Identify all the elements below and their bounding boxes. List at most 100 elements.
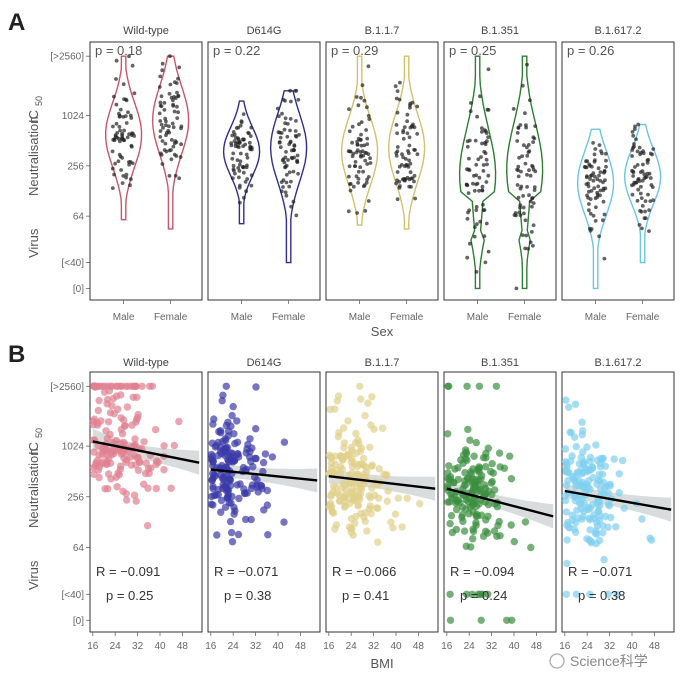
data-point [531, 165, 535, 169]
data-point [104, 470, 113, 478]
data-point [294, 213, 299, 218]
data-point [142, 459, 150, 467]
data-point [207, 492, 216, 501]
data-point [127, 162, 131, 167]
data-point [593, 480, 601, 488]
x-axis-title-bmi: BMI [370, 656, 393, 671]
data-point [283, 121, 287, 126]
x-tick-label: Female [626, 312, 660, 323]
data-point [408, 161, 413, 166]
data-point [595, 177, 600, 182]
data-point [515, 183, 520, 187]
data-point [604, 590, 612, 598]
data-point [458, 503, 467, 511]
data-point [251, 454, 259, 463]
data-point [131, 435, 139, 443]
data-point [630, 192, 635, 197]
data-point [230, 156, 235, 161]
data-point [237, 169, 242, 173]
data-point [340, 498, 348, 506]
data-point [338, 484, 346, 492]
data-point [281, 185, 285, 189]
data-point [593, 158, 597, 163]
data-point [158, 135, 163, 139]
facet-b-wild-type: Wild-type R = −0.091 p = 0.25 16 24 32 40 48 [87, 357, 203, 652]
data-point [227, 528, 236, 537]
violin-female [623, 123, 662, 264]
data-point [283, 116, 288, 121]
data-point [120, 156, 125, 160]
data-point [176, 110, 181, 115]
facet-frame [325, 41, 439, 301]
data-point [246, 453, 254, 461]
data-point [172, 80, 177, 84]
data-point [405, 131, 410, 136]
data-point [391, 510, 400, 518]
data-point [565, 403, 573, 411]
data-point [247, 140, 252, 145]
data-point [289, 204, 293, 209]
p-value-label: p = 0.41 [342, 588, 389, 603]
data-point [230, 176, 235, 181]
data-point [527, 193, 531, 198]
panel-a-y-tick-label: 1024 [62, 111, 85, 122]
data-point [284, 150, 288, 154]
strip-label: B.1.351 [481, 25, 519, 37]
data-point [466, 191, 471, 196]
data-point [353, 470, 361, 478]
data-point [359, 95, 363, 100]
data-point [395, 149, 400, 154]
data-point [415, 104, 420, 109]
data-point [359, 143, 364, 148]
p-value-label: p = 0.29 [331, 43, 378, 58]
data-point [214, 438, 222, 447]
data-point [520, 233, 525, 238]
data-point [395, 145, 400, 149]
x-tick-label: 48 [531, 641, 543, 652]
data-point [362, 463, 370, 471]
data-point [284, 172, 289, 177]
data-point [408, 170, 413, 175]
data-point [120, 133, 124, 138]
data-point [176, 76, 180, 81]
data-point [103, 400, 111, 408]
data-point [486, 173, 491, 178]
data-point [98, 450, 107, 458]
x-tick-label: 32 [132, 641, 144, 652]
p-value-label: p = 0.18 [95, 43, 142, 58]
x-tick-label: Female [390, 312, 424, 323]
facet-b-b1351: B.1.351 R = −0.094 p = 0.24 16 24 32 40 48 [441, 357, 557, 652]
data-point [217, 496, 226, 505]
data-point [364, 399, 372, 407]
data-point [515, 139, 520, 143]
data-point [395, 89, 400, 93]
data-point [533, 124, 538, 128]
x-tick-label: Male [231, 312, 253, 323]
data-point [124, 121, 129, 125]
data-point [633, 124, 637, 129]
data-point [121, 422, 129, 430]
data-point [461, 446, 470, 454]
data-point [127, 54, 131, 59]
data-point [632, 144, 636, 149]
data-point [261, 450, 270, 458]
data-point [365, 136, 370, 141]
regression-line [210, 468, 318, 482]
data-point [284, 193, 289, 198]
data-point [531, 201, 536, 206]
data-point [264, 531, 272, 539]
data-point [116, 446, 124, 455]
data-point [475, 382, 484, 390]
data-point [484, 180, 489, 184]
data-point [406, 165, 411, 169]
data-point [158, 119, 163, 123]
data-point [118, 430, 127, 438]
data-point [236, 145, 241, 150]
x-tick-label: 48 [295, 641, 307, 652]
data-point [472, 438, 480, 447]
violin-male [576, 128, 615, 290]
data-point [412, 179, 416, 184]
data-point [114, 102, 119, 107]
data-point [472, 234, 477, 239]
data-point [356, 177, 361, 181]
